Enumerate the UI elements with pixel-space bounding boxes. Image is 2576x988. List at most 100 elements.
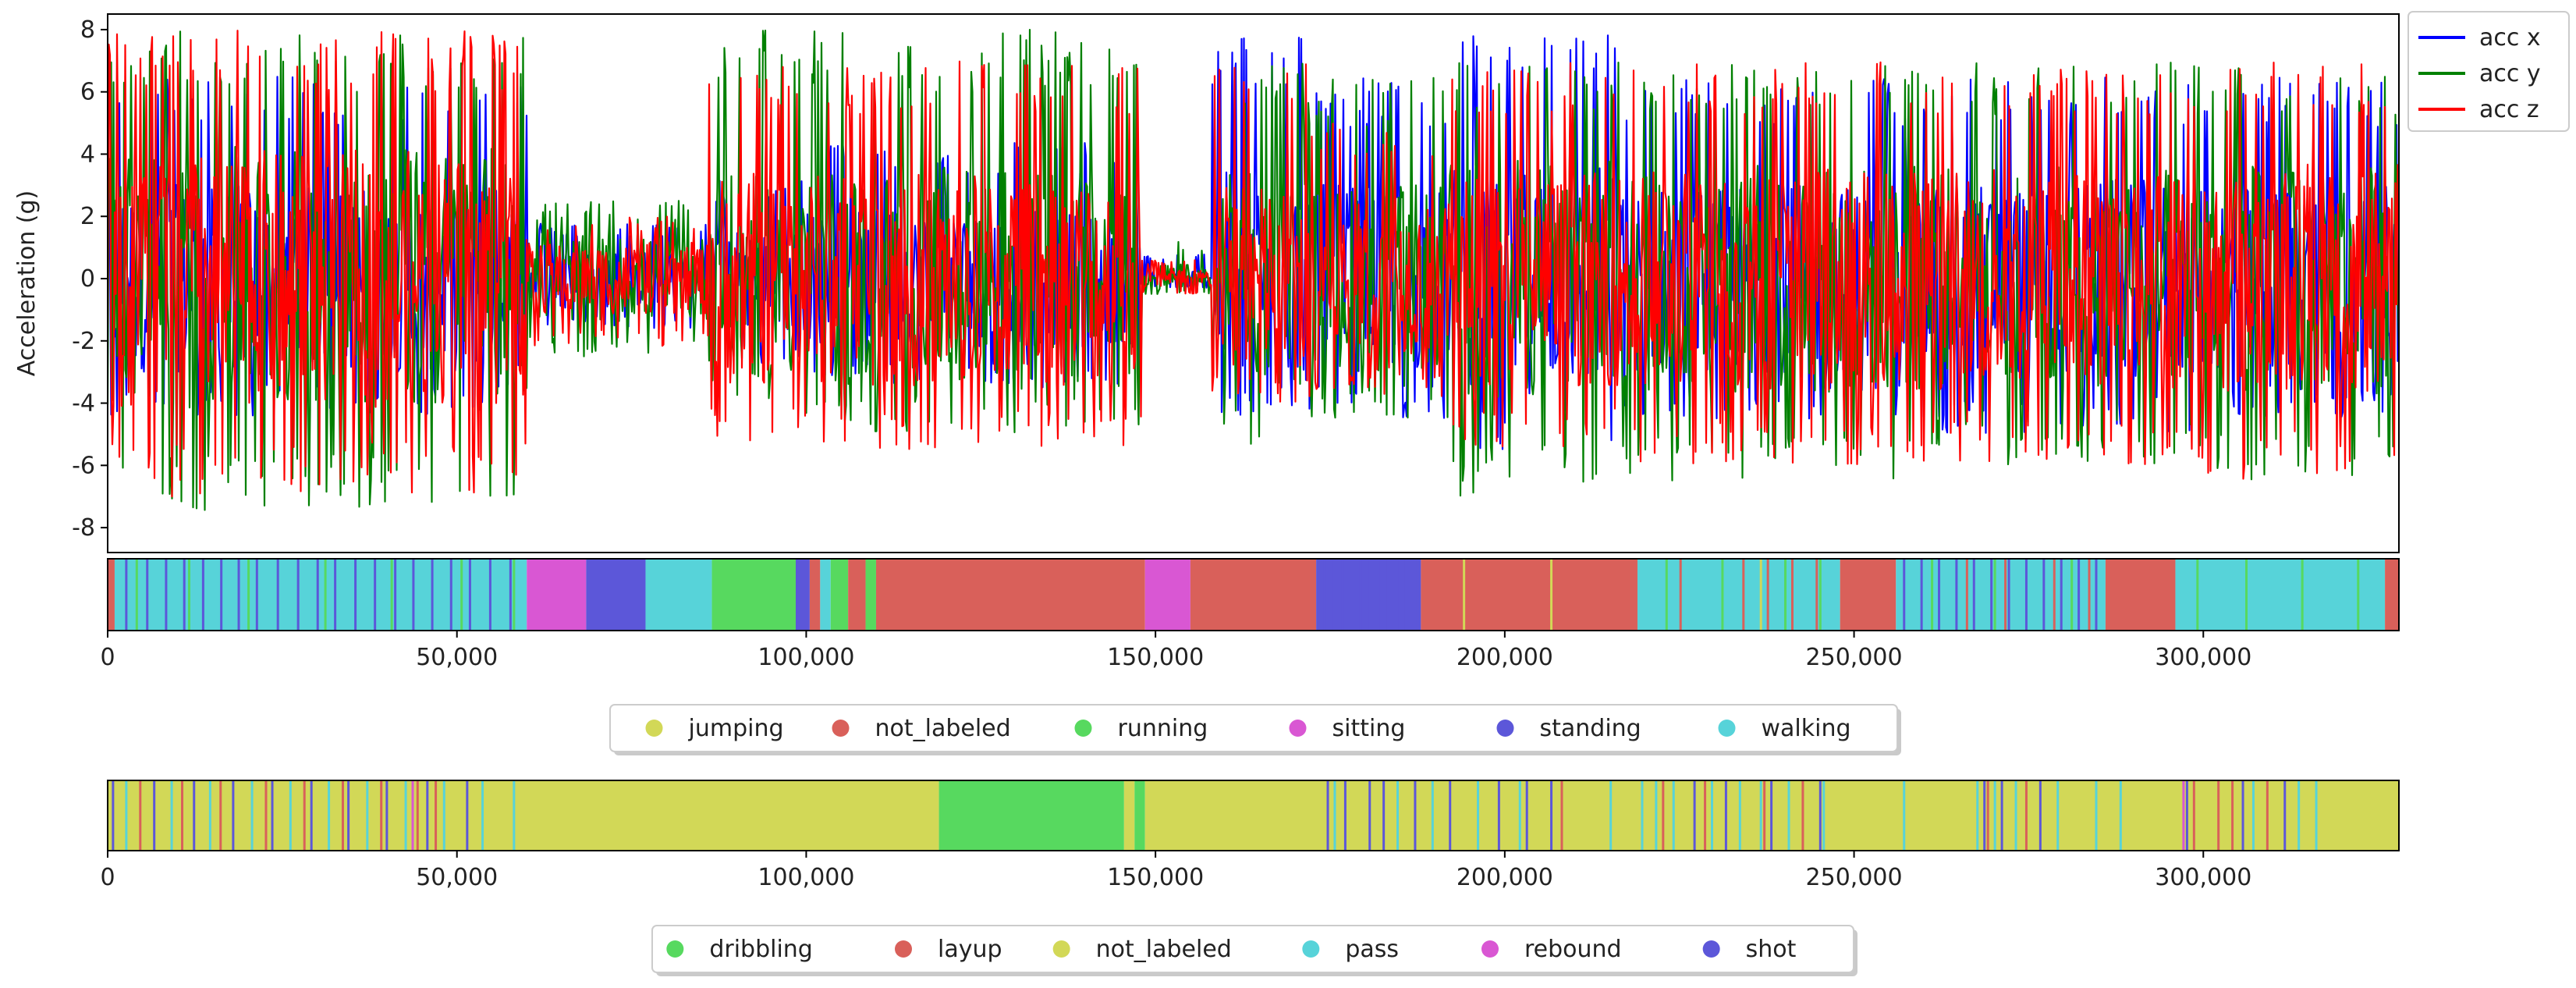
legend-label-not-labeled: not_labeled bbox=[875, 715, 1011, 742]
stripe-shot bbox=[112, 780, 115, 851]
legend-label-layup: layup bbox=[938, 936, 1002, 963]
stripe-not-labeled bbox=[1766, 559, 1769, 631]
stripe-standing bbox=[449, 559, 452, 631]
stripe-layup bbox=[2266, 780, 2269, 851]
stripe-shot bbox=[347, 780, 350, 851]
stripe-pass bbox=[1641, 780, 1644, 851]
stripe-standing bbox=[1341, 559, 1344, 631]
stripe-pass bbox=[208, 780, 211, 851]
y-tick-label: 0 bbox=[80, 265, 95, 293]
stripe-not-labeled bbox=[2053, 559, 2056, 631]
x-tick-label: 50,000 bbox=[416, 864, 498, 891]
legend-marker-walking bbox=[1718, 720, 1736, 737]
stripe-pass bbox=[125, 780, 128, 851]
stripe-standing bbox=[431, 559, 434, 631]
stripe-standing bbox=[1920, 559, 1923, 631]
stripe-layup bbox=[264, 780, 268, 851]
stripe-running bbox=[135, 559, 138, 631]
segment-not-labeled bbox=[108, 780, 939, 851]
segment-running bbox=[830, 559, 849, 631]
stripe-shot bbox=[1449, 780, 1452, 851]
segment-not-labeled bbox=[2385, 559, 2399, 631]
x-tick-label: 150,000 bbox=[1107, 864, 1204, 891]
stripe-running bbox=[247, 559, 250, 631]
stripe-shot bbox=[466, 780, 469, 851]
stripe-standing bbox=[276, 559, 279, 631]
legend-label-jumping: jumping bbox=[688, 715, 784, 742]
legend-box bbox=[651, 925, 1854, 973]
stripe-layup bbox=[2192, 780, 2195, 851]
segment-not-labeled bbox=[875, 559, 1145, 631]
legend-label-acc-y: acc y bbox=[2479, 60, 2541, 87]
stripe-running bbox=[1993, 559, 1996, 631]
segment-not-labeled bbox=[108, 559, 115, 631]
stripe-shot bbox=[1368, 780, 1371, 851]
stripe-jumping bbox=[1550, 559, 1553, 631]
segment-running bbox=[711, 559, 796, 631]
action-legend: dribbling layup not_labeled pass rebound shot bbox=[651, 925, 1857, 976]
stripe-standing bbox=[237, 559, 240, 631]
x-tick-label: 300,000 bbox=[2155, 644, 2251, 671]
action-x-axis: 0 50,000 100,000 150,000 200,000 250,000 300,0… bbox=[100, 851, 2251, 891]
series-line-acc-z bbox=[108, 30, 2399, 498]
stripe-shot bbox=[1414, 780, 1417, 851]
legend-label-acc-x: acc x bbox=[2479, 24, 2541, 52]
stripe-shot bbox=[193, 780, 196, 851]
activity-segments-group bbox=[108, 559, 2399, 631]
acceleration-series-group bbox=[108, 28, 2399, 511]
stripe-standing bbox=[296, 559, 300, 631]
stripe-pass bbox=[328, 780, 331, 851]
stripe-standing bbox=[2042, 559, 2046, 631]
legend-label-standing: standing bbox=[1540, 715, 1641, 742]
stripe-pass bbox=[1333, 780, 1336, 851]
x-tick-label: 150,000 bbox=[1107, 644, 1204, 671]
activity-legend: jumping not_labeled running sitting standing… bbox=[609, 704, 1901, 755]
stripe-pass bbox=[1609, 780, 1613, 851]
stripe-layup bbox=[219, 780, 222, 851]
x-tick-label: 200,000 bbox=[1457, 644, 1553, 671]
stripe-pass bbox=[513, 780, 516, 851]
x-tick-label: 100,000 bbox=[758, 864, 854, 891]
stripe-layup bbox=[416, 780, 419, 851]
stripe-shot bbox=[1382, 780, 1386, 851]
stripe-pass bbox=[2119, 780, 2122, 851]
stripe-not-labeled bbox=[1679, 559, 1682, 631]
stripe-not-labeled bbox=[1790, 559, 1794, 631]
stripe-layup bbox=[1704, 780, 1707, 851]
stripe-layup bbox=[1801, 780, 1804, 851]
legend-label-rebound: rebound bbox=[1524, 936, 1622, 963]
stripe-pass bbox=[1655, 780, 1658, 851]
stripe-layup bbox=[139, 780, 142, 851]
segment-not-labeled bbox=[1190, 559, 1317, 631]
stripe-standing bbox=[2077, 559, 2081, 631]
stripe-layup bbox=[303, 780, 306, 851]
stripe-shot bbox=[1818, 780, 1822, 851]
stripe-layup bbox=[341, 780, 344, 851]
legend-box bbox=[609, 704, 1898, 752]
series-line-acc-y bbox=[108, 28, 2399, 511]
stripe-pass bbox=[1672, 780, 1675, 851]
stripe-pass bbox=[2251, 780, 2255, 851]
action-timeline: 0 50,000 100,000 150,000 200,000 250,000 300,0… bbox=[100, 780, 2400, 976]
stripe-standing bbox=[165, 559, 168, 631]
stripe-pass bbox=[1518, 780, 1521, 851]
stripe-rebound bbox=[2182, 780, 2185, 851]
stripe-layup bbox=[1986, 780, 1989, 851]
stripe-standing bbox=[1377, 559, 1380, 631]
legend-label-shot: shot bbox=[1746, 936, 1797, 963]
stripe-running bbox=[1665, 559, 1668, 631]
stripe-pass bbox=[2297, 780, 2301, 851]
stripe-layup bbox=[380, 780, 383, 851]
stripe-shot bbox=[1525, 780, 1528, 851]
segment-not-labeled bbox=[809, 559, 821, 631]
legend-label-dribbling: dribbling bbox=[709, 936, 813, 963]
y-tick-label: 8 bbox=[80, 16, 95, 44]
stripe-shot bbox=[271, 780, 274, 851]
x-tick-label: 250,000 bbox=[1806, 864, 1903, 891]
stripe-standing bbox=[1903, 559, 1906, 631]
stripe-layup bbox=[2024, 780, 2028, 851]
stripe-running bbox=[1818, 559, 1822, 631]
stripe-pass bbox=[2315, 780, 2318, 851]
stripe-layup bbox=[181, 780, 184, 851]
